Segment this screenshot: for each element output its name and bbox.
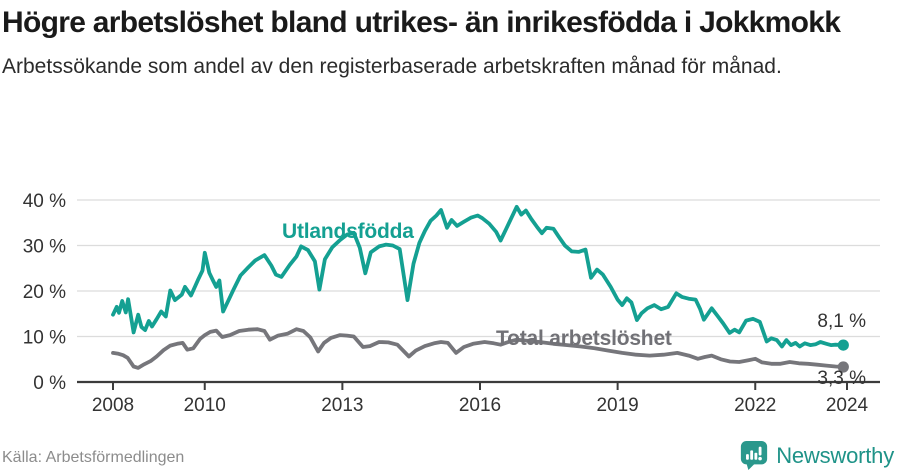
series-end-dot-1 <box>837 361 849 373</box>
y-tick-label-10: 10 % <box>23 328 66 349</box>
chart-header: Högre arbetslöshet bland utrikes- än inr… <box>2 4 888 83</box>
y-tick-label-0: 0 % <box>33 373 66 394</box>
x-tick-label-2022: 2022 <box>734 395 776 416</box>
x-tick-label-2010: 2010 <box>184 395 226 416</box>
line-chart: 0 % 10 % 20 % 30 % 40 % 2008 2010 2013 2016 2019 2… <box>0 185 900 420</box>
x-tick-label-2016: 2016 <box>459 395 501 416</box>
end-value-label-utlandsfodda: 8,1 % <box>817 311 866 332</box>
series-label-total-arbetsloshet: Total arbetslöshet <box>496 327 672 350</box>
end-value-label-total: 3,3 % <box>817 368 866 389</box>
x-tick-label-2019: 2019 <box>596 395 638 416</box>
series-line-0 <box>111 204 846 349</box>
series-label-utlandsfodda: Utlandsfödda <box>282 220 414 243</box>
newsworthy-wordmark: Newsworthy <box>776 442 894 468</box>
series-line-1 <box>111 327 846 370</box>
source-note: Källa: Arbetsförmedlingen <box>2 449 185 466</box>
series-end-dot-0 <box>837 339 849 351</box>
newsworthy-logo-icon <box>741 440 768 471</box>
newsworthy-brand: Newsworthy <box>739 440 894 471</box>
x-tick-label-2013: 2013 <box>321 395 363 416</box>
chart-footer: Källa: Arbetsförmedlingen Newsworthy <box>0 438 900 474</box>
y-tick-label-20: 20 % <box>23 282 66 303</box>
y-tick-label-40: 40 % <box>23 191 66 212</box>
y-tick-label-30: 30 % <box>23 237 66 258</box>
x-tick-label-2024: 2024 <box>826 395 869 416</box>
page-title: Högre arbetslöshet bland utrikes- än inr… <box>2 6 841 39</box>
x-tick-label-2008: 2008 <box>92 395 134 416</box>
chart-subtitle: Arbetssökande som andel av den registerb… <box>2 55 782 79</box>
plot-area: 0 % 10 % 20 % 30 % 40 % 2008 2010 2013 2016 2019 2… <box>23 191 880 416</box>
